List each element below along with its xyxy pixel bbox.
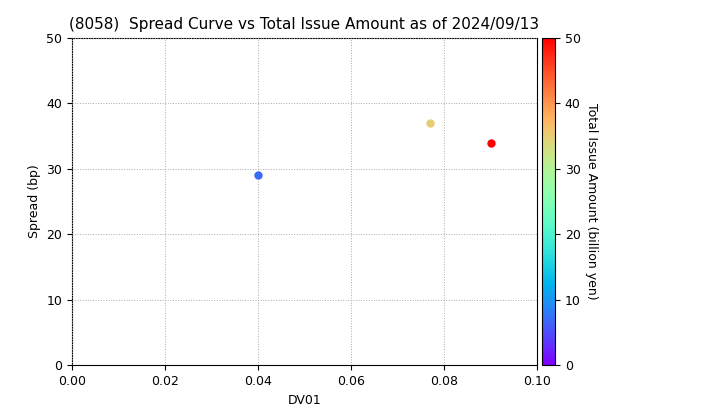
Title: (8058)  Spread Curve vs Total Issue Amount as of 2024/09/13: (8058) Spread Curve vs Total Issue Amoun… (70, 18, 539, 32)
Point (424, 120, 436, 126)
Point (485, 139, 496, 146)
Y-axis label: Spread (bp): Spread (bp) (28, 165, 41, 239)
Y-axis label: Total Issue Amount (billion yen): Total Issue Amount (billion yen) (585, 103, 598, 300)
Point (252, 172, 264, 179)
X-axis label: DV01: DV01 (288, 394, 321, 407)
